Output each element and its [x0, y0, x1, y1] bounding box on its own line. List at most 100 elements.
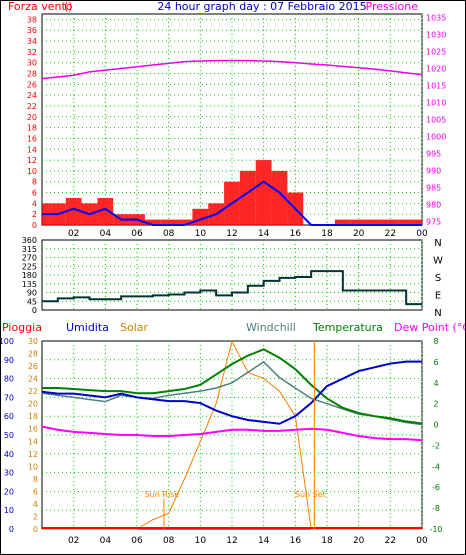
y-temp-tick-label: -10: [429, 525, 442, 534]
y-rain-tick-label: 14: [28, 437, 38, 446]
y-left-tick-label: 38: [27, 15, 37, 24]
y-left-tick-label: 180: [22, 271, 37, 280]
wind-avg-line: [42, 180, 422, 226]
y-left-tick-label: 4: [32, 199, 37, 208]
compass-label: S: [435, 273, 441, 284]
y-humidity-tick-label: 40: [4, 450, 14, 459]
y-humidity-tick-label: 60: [4, 412, 14, 421]
wind-gust-bar: [255, 160, 272, 225]
y-left-tick-label: 26: [27, 80, 37, 89]
wind-gust-bar: [144, 219, 161, 225]
windchill-title: Windchill: [246, 321, 296, 334]
sunset-label: Sun Set: [295, 490, 326, 499]
y-rain-tick-label: 4: [33, 500, 38, 509]
y-left-tick-label: 34: [27, 37, 37, 46]
wind-gust-bar: [350, 219, 367, 225]
y-humidity-tick-label: 0: [9, 525, 14, 534]
x-tick-label: 22: [385, 536, 396, 546]
y-humidity-tick-label: 80: [4, 375, 14, 384]
y-right-tick-label: 1020: [426, 64, 446, 73]
y-right-tick-label: 1015: [426, 81, 446, 90]
x-tick-label: 16: [290, 229, 302, 239]
y-rain-tick-label: 0: [33, 525, 38, 534]
y-temp-tick-label: 6: [433, 358, 438, 367]
humidity-title: Umidita: [66, 321, 109, 334]
y-rain-tick-label: 10: [28, 462, 38, 471]
y-left-tick-label: 22: [27, 102, 37, 111]
y-right-tick-label: 1030: [426, 30, 446, 39]
graph-title: 24 hour graph day : 07 Febbraio 2015: [157, 0, 366, 13]
direction-panel-marks: [42, 270, 422, 306]
x-tick-label: 14: [258, 229, 270, 239]
x-tick-label: 16: [290, 536, 302, 546]
wind-gust-bar: [271, 170, 288, 225]
wind-panel-marks: [41, 59, 423, 226]
rain-title: Pioggia: [2, 321, 42, 334]
y-left-tick-label: 18: [27, 124, 37, 133]
y-right-tick-label: 990: [426, 167, 441, 176]
wind-direction-line: [42, 270, 422, 306]
x-tick-label: 14: [258, 536, 270, 546]
y-left-tick-label: 14: [27, 145, 37, 154]
x-tick-label: 08: [163, 229, 175, 239]
x-tick-label: 08: [163, 536, 175, 546]
y-temp-tick-label: -2: [432, 441, 440, 450]
x-tick-label: 06: [131, 229, 143, 239]
y-rain-tick-label: 18: [28, 412, 38, 421]
y-left-tick-label: 20: [27, 113, 37, 122]
x-tick-label: 06: [131, 536, 143, 546]
wind-gust-bar: [176, 219, 193, 225]
y-temp-tick-label: 4: [433, 379, 438, 388]
wind-gust-bar: [334, 219, 351, 225]
humidity-line: [41, 360, 422, 425]
sunrise-label: Sun Rise: [145, 490, 180, 499]
y-right-tick-label: 1025: [426, 47, 446, 56]
wind-gust-bar: [239, 170, 256, 225]
y-humidity-tick-label: 50: [4, 431, 14, 440]
x-tick-label: 22: [385, 229, 396, 239]
y-temp-tick-label: 2: [433, 400, 438, 409]
y-humidity-tick-label: 20: [4, 487, 14, 496]
y-humidity-tick-label: 30: [4, 469, 14, 478]
wind-title: Forza vento: [8, 0, 73, 13]
y-right-tick-label: 975: [426, 218, 441, 227]
wind-gust-bar: [382, 219, 399, 225]
y-humidity-tick-label: 100: [0, 337, 14, 346]
y-right-tick-label: 985: [426, 184, 441, 193]
temperature-panel-grid: [42, 341, 423, 529]
x-tick-label: 04: [100, 229, 112, 239]
y-left-tick-label: 12: [27, 156, 37, 165]
y-left-tick-label: 10: [27, 167, 37, 176]
y-left-tick-label: 0: [32, 306, 37, 315]
y-rain-tick-label: 20: [28, 400, 38, 409]
y-left-tick-label: 30: [27, 59, 37, 68]
windchill-line: [41, 360, 423, 426]
y-left-tick-label: 16: [27, 134, 37, 143]
x-tick-label: 00: [416, 229, 428, 239]
temperature-title: Temperatura: [312, 321, 383, 334]
compass-label: N: [434, 238, 441, 249]
pressure-line: [41, 59, 423, 80]
y-left-tick-label: 45: [27, 297, 37, 306]
y-left-tick-label: 315: [22, 245, 37, 254]
y-left-tick-label: 2: [32, 210, 37, 219]
y-left-tick-label: 135: [22, 280, 37, 289]
pressure-title: Pressione: [366, 0, 419, 13]
y-left-tick-label: 0: [32, 221, 37, 230]
y-right-tick-label: 1035: [426, 13, 446, 22]
dewpoint-line: [41, 425, 423, 442]
x-tick-label: 20: [353, 229, 365, 239]
y-temp-tick-label: -8: [432, 504, 440, 513]
x-tick-label: 12: [226, 229, 237, 239]
temperature-panel-axes: 02 04 06 08 10 12 14 16 18 20 22 000102030405060708…: [0, 337, 443, 546]
x-tick-label: 18: [321, 536, 333, 546]
compass-label: W: [433, 256, 443, 267]
x-tick-label: 00: [416, 536, 428, 546]
compass-label: N: [434, 308, 441, 319]
y-right-tick-label: 1010: [426, 98, 446, 107]
y-humidity-tick-label: 90: [4, 356, 14, 365]
wind-panel-grid: [42, 14, 423, 225]
y-right-tick-label: 1000: [426, 133, 446, 142]
dewpoint-title: Dew Point (°C): [394, 321, 466, 334]
